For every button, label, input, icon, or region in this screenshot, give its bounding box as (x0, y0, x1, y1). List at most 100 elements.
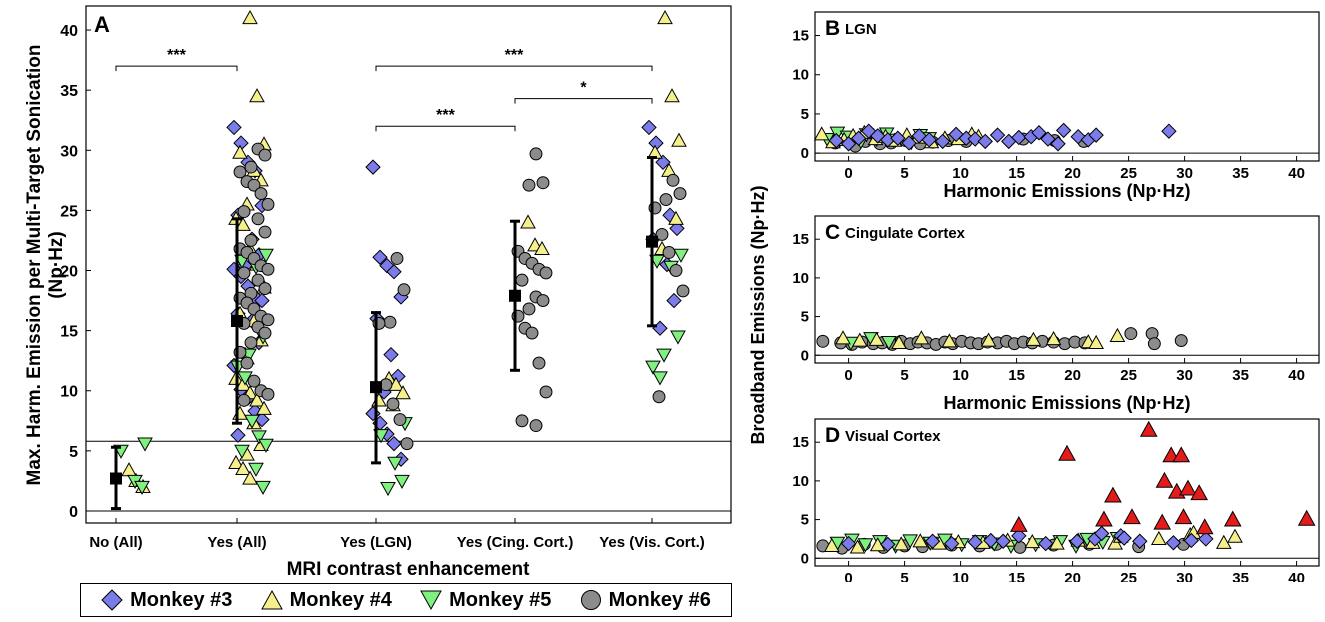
data-point (1132, 533, 1148, 549)
significance-label: * (580, 80, 587, 97)
data-point (393, 413, 407, 427)
data-point (400, 437, 414, 451)
x-tick-label: 25 (1120, 165, 1137, 182)
x-tick-label: Yes (Cing. Cort.) (457, 534, 574, 551)
data-point (857, 538, 874, 553)
data-point (983, 532, 999, 549)
data-point (121, 462, 137, 477)
data-point (386, 397, 400, 411)
data-point (1139, 420, 1158, 437)
data-point (258, 248, 274, 263)
data-point (1009, 515, 1028, 532)
data-point (835, 330, 851, 345)
data-point (1050, 136, 1066, 152)
data-point (1297, 509, 1316, 526)
data-point (1104, 486, 1122, 503)
data-point (255, 480, 271, 495)
y-tick-label: 20 (60, 264, 78, 281)
data-point (840, 535, 857, 552)
panel-title: LGN (845, 21, 877, 38)
data-point (980, 332, 997, 347)
data-point (536, 294, 550, 308)
y-axis-label: Max. Harm. Emission per Multi-Target Son… (24, 45, 45, 486)
data-point (247, 374, 261, 388)
data-point (943, 535, 960, 552)
x-tick-label: 20 (1064, 367, 1081, 384)
data-point (1124, 327, 1138, 341)
circle-marker-icon (580, 590, 601, 610)
data-point (237, 205, 251, 219)
y-tick-label: 25 (60, 203, 78, 220)
data-point (520, 214, 536, 229)
data-point (813, 126, 830, 141)
data-point (233, 165, 247, 179)
data-point (1031, 125, 1047, 141)
data-point (532, 356, 546, 370)
data-point (652, 390, 666, 404)
data-point (380, 482, 396, 497)
data-point (395, 385, 411, 400)
significance-label: *** (167, 47, 186, 64)
data-point (664, 88, 680, 103)
x-tick-label: 10 (952, 165, 969, 182)
mean-marker (231, 315, 243, 328)
x-tick-label: 30 (1176, 165, 1193, 182)
data-point (670, 330, 686, 345)
data-point (901, 135, 917, 151)
data-point (539, 385, 553, 399)
x-tick-label: Yes (LGN) (340, 534, 412, 551)
data-point (669, 220, 685, 237)
data-point (868, 331, 885, 346)
data-point (1049, 535, 1065, 550)
data-point (816, 334, 830, 348)
data-point (1227, 528, 1243, 543)
data-point (386, 264, 402, 280)
data-point (1088, 127, 1104, 143)
y-tick-label: 5 (801, 106, 809, 123)
data-point (1223, 510, 1242, 527)
x-tick-label: 35 (1232, 367, 1249, 384)
data-point (666, 173, 680, 187)
x-tick-label: 5 (900, 367, 908, 384)
mean-marker (110, 472, 122, 485)
data-point (666, 292, 682, 309)
panel-a: 0 5 10 15 20 25 30 35 40 No (All) Yes (All) Yes (LG… (24, 5, 732, 580)
x-tick-label: 15 (1008, 367, 1025, 384)
panel-b: 0 5 10 15 20 25 30 35 40 0 5 10 15 B LGN Harmonic Emiss… (792, 11, 1320, 201)
data-point (249, 392, 265, 407)
data-point (387, 456, 403, 471)
data-point (258, 148, 272, 162)
data-point (1038, 535, 1054, 552)
data-point (655, 154, 671, 171)
y-tick-label: 0 (801, 145, 809, 162)
x-tick-label: 10 (952, 570, 969, 582)
x-tick-label: Yes (Vis. Cort.) (599, 534, 705, 551)
plot-frame (814, 215, 1320, 364)
data-point (645, 360, 661, 375)
data-point (977, 133, 993, 150)
data-point (242, 9, 258, 25)
data-point (1116, 530, 1132, 546)
data-point (941, 333, 958, 348)
y-tick-label: 30 (60, 143, 78, 160)
x-tick-label: 0 (844, 367, 852, 384)
data-point (386, 435, 402, 452)
legend-item-monkey-5: Monkey #5 (420, 589, 551, 612)
data-point (1040, 131, 1056, 147)
data-point (890, 130, 906, 146)
data-point (244, 336, 258, 350)
x-tick-label: 35 (1232, 165, 1249, 182)
data-point (251, 212, 265, 226)
x-tick-label: 30 (1176, 570, 1193, 582)
x-tick-label: 35 (1232, 570, 1249, 582)
data-point (1123, 508, 1141, 525)
data-point (967, 534, 983, 550)
data-point (1179, 479, 1197, 496)
x-axis-label: MRI contrast enhancement (287, 559, 530, 580)
data-point (840, 136, 857, 152)
plot-frame (814, 11, 1320, 162)
y-tick-label: 5 (69, 444, 78, 461)
data-point (261, 387, 275, 401)
mean-marker (370, 381, 382, 394)
data-point (669, 264, 683, 277)
